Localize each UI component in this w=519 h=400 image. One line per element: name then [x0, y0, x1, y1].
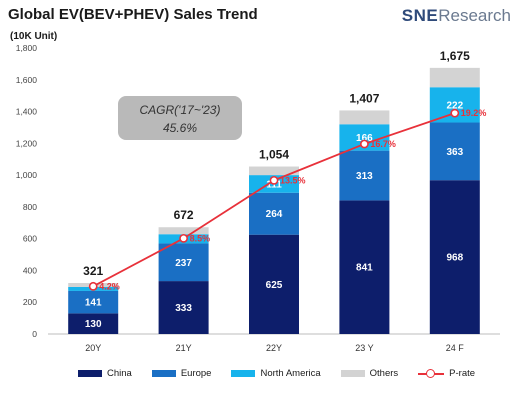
data-label-europe: 264 [266, 209, 283, 220]
prate-point [269, 175, 279, 185]
data-label-north-america: 166 [356, 133, 373, 144]
y-tick-label: 200 [23, 297, 37, 307]
cagr-label: CAGR('17~'23) [140, 103, 221, 117]
prate-label: 4.2% [99, 281, 120, 291]
y-tick-label: 1,600 [16, 75, 38, 85]
data-label-europe: 237 [175, 258, 192, 269]
bar-segment-china [158, 281, 209, 334]
bar-segment-others [339, 110, 390, 125]
y-tick-label: 400 [23, 265, 37, 275]
prate-point [88, 281, 98, 291]
total-label: 1,675 [440, 49, 470, 63]
prate-point [450, 108, 460, 118]
chart-legend: China Europe North America Others P-rate [78, 368, 475, 379]
bar-segment-europe [158, 243, 209, 282]
legend-label-prate: P-rate [449, 368, 476, 379]
total-label: 1,407 [349, 91, 379, 105]
legend-swatch-others [340, 370, 365, 377]
data-label-china: 841 [356, 263, 373, 274]
x-tick-label: 23 Y [355, 343, 373, 353]
data-label-north-america: 222 [446, 100, 463, 111]
logo-brand: SNE [401, 6, 439, 25]
legend-item-europe: Europe [151, 368, 212, 379]
prate-label: 8.5% [190, 233, 211, 243]
total-label: 672 [174, 208, 194, 222]
legend-label-north-america: North America [260, 368, 321, 379]
y-tick-label: 1,200 [16, 138, 38, 148]
y-tick-label: 1,000 [16, 170, 38, 180]
prate-label: 13.5% [280, 175, 306, 185]
legend-item-north-america: North America [231, 368, 321, 379]
y-tick-label: 1,800 [16, 43, 38, 53]
bar-segment-europe [429, 122, 480, 181]
bar-segment-china [249, 234, 299, 334]
cagr-value: 45.6% [163, 121, 197, 135]
bar-segment-others [249, 166, 299, 176]
legend-label-europe: Europe [180, 368, 212, 379]
legend-swatch-china [78, 370, 102, 377]
legend-label-others: Others [369, 368, 399, 379]
prate-label: 16.7% [370, 139, 396, 149]
x-tick-label: 22Y [266, 343, 282, 353]
legend-label-china: China [107, 368, 132, 379]
sne-research-logo: SNEResearch [402, 6, 511, 26]
data-label-europe: 363 [446, 147, 463, 158]
data-label-china: 333 [175, 303, 192, 314]
x-tick-label: 20Y [85, 343, 101, 353]
y-tick-label: 600 [23, 234, 37, 244]
legend-item-china: China [78, 368, 132, 379]
x-tick-label: 21Y [176, 343, 192, 353]
bar-segment-europe [249, 192, 299, 235]
data-label-europe: 141 [85, 298, 102, 309]
stacked-bar-chart: 0 200 400 600 800 1,000 1,200 1,400 1,600 1,800 20… [16, 43, 500, 353]
x-tick-label: 24 F [446, 343, 465, 353]
bar-segment-europe [68, 290, 119, 314]
bar-segment-others [158, 227, 209, 235]
legend-swatch-europe [151, 370, 176, 377]
prate-point [179, 233, 188, 243]
y-tick-label: 0 [32, 329, 37, 339]
logo-rest: Research [438, 6, 511, 25]
data-label-north-america: 111 [266, 179, 282, 190]
bar-segment-china [68, 313, 119, 334]
unit-label: (10K Unit) [10, 31, 58, 42]
total-label: 321 [83, 264, 103, 278]
y-tick-label: 1,400 [16, 107, 38, 117]
prate-point [359, 139, 369, 149]
legend-swatch-north-america [231, 370, 256, 377]
bar-segment-others [429, 67, 480, 88]
legend-item-prate: P-rate [418, 368, 475, 379]
prate-label: 19.2% [461, 108, 487, 118]
legend-item-others: Others [340, 368, 399, 379]
chart-title: Global EV(BEV+PHEV) Sales Trend [8, 6, 258, 23]
data-label-china: 968 [446, 253, 463, 264]
data-label-china: 625 [266, 280, 283, 291]
y-tick-label: 800 [23, 202, 37, 212]
data-label-china: 130 [85, 319, 102, 330]
bar-segment-europe [339, 150, 390, 201]
total-label: 1,054 [259, 148, 289, 162]
legend-swatch-prate [418, 368, 445, 379]
bar-segment-china [339, 200, 390, 334]
bar-segment-china [429, 180, 480, 334]
cagr-box [118, 96, 242, 140]
data-label-europe: 313 [356, 171, 373, 182]
